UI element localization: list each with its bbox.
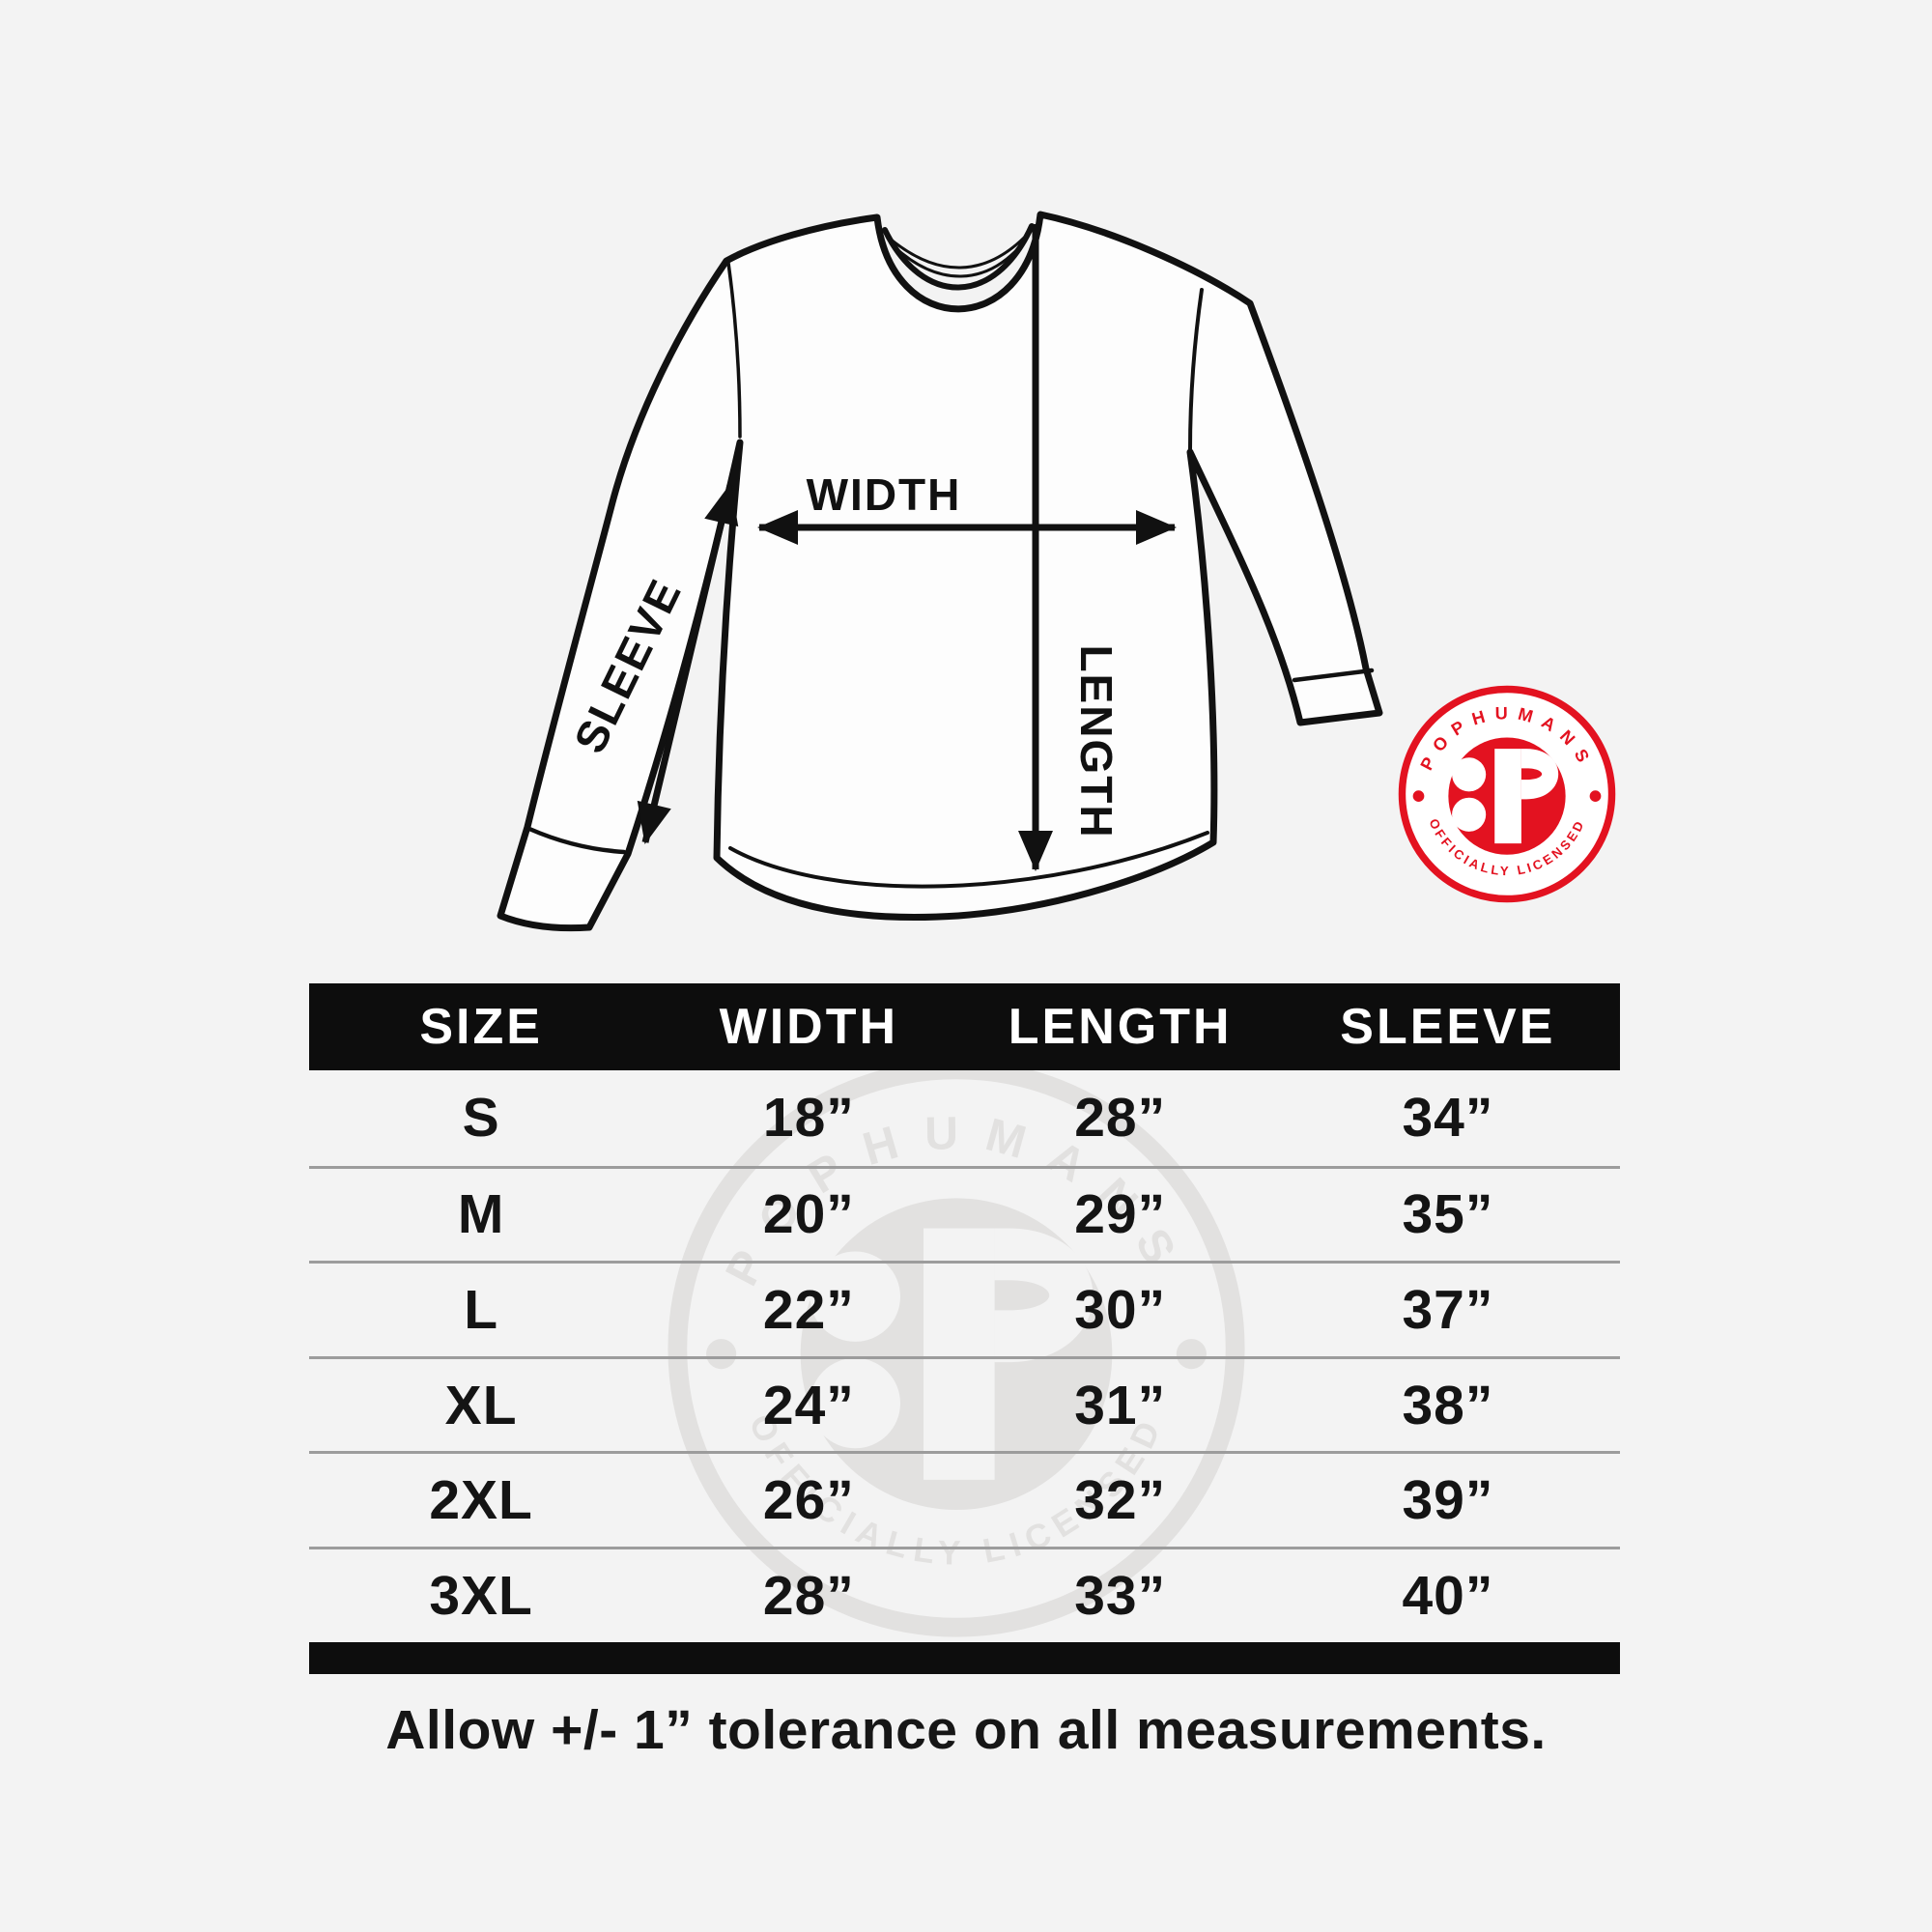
length-cell: 31” [1074, 1374, 1167, 1436]
table-row: XL 24” 31” 38” [309, 1355, 1620, 1452]
hem-seam [728, 831, 1209, 889]
length-cell: 29” [1074, 1183, 1167, 1246]
officially-licensed-badge [1402, 689, 1612, 899]
left-cuff-seam [526, 826, 627, 855]
width-dimension-label: WIDTH [807, 469, 962, 520]
column-header-length: LENGTH [1008, 999, 1233, 1055]
size-cell: 3XL [429, 1564, 533, 1627]
table-row: S 18” 28” 34” [309, 1070, 1620, 1166]
length-cell: 32” [1074, 1469, 1167, 1532]
sleeve-cell: 38” [1402, 1374, 1494, 1436]
table-row: M 20” 29” 35” [309, 1165, 1620, 1262]
right-cuff-seam [1292, 668, 1375, 683]
collar-seam-2 [889, 238, 1028, 278]
table-row: L 22” 30” 37” [309, 1261, 1620, 1356]
sleeve-cell: 40” [1402, 1564, 1494, 1627]
size-cell: S [462, 1087, 500, 1150]
right-side-seam [1188, 288, 1204, 452]
width-cell: 26” [762, 1469, 855, 1532]
width-cell: 24” [762, 1374, 855, 1436]
width-cell: 20” [762, 1183, 855, 1246]
width-cell: 18” [762, 1087, 855, 1150]
size-cell: XL [444, 1374, 518, 1436]
tolerance-note: Allow +/- 1” tolerance on all measuremen… [385, 1699, 1547, 1761]
column-header-width: WIDTH [719, 999, 899, 1055]
left-shoulder-seam [726, 261, 742, 439]
sleeve-cell: 34” [1402, 1087, 1494, 1150]
size-table-header: SIZE WIDTH LENGTH SLEEVE [309, 983, 1620, 1070]
size-cell: 2XL [429, 1469, 533, 1532]
sleeve-cell: 37” [1402, 1278, 1494, 1341]
length-cell: 30” [1074, 1278, 1167, 1341]
collar-inner-line [882, 223, 1035, 291]
column-header-size: SIZE [419, 999, 543, 1055]
length-cell: 33” [1074, 1564, 1167, 1627]
size-table: SIZE WIDTH LENGTH SLEEVE S 18” 28” 34” M… [309, 983, 1620, 1674]
size-table-bottom-bar [309, 1641, 1620, 1674]
size-cell: M [457, 1183, 505, 1246]
column-header-sleeve: SLEEVE [1340, 999, 1556, 1055]
table-row: 2XL 26” 32” 39” [309, 1451, 1620, 1547]
collar-seam-1 [887, 232, 1030, 270]
length-cell: 28” [1074, 1087, 1167, 1150]
length-dimension-label: LENGTH [1071, 644, 1122, 838]
shirt-outline [497, 211, 1383, 932]
width-cell: 22” [762, 1278, 855, 1341]
sleeve-cell: 39” [1402, 1469, 1494, 1532]
table-row: 3XL 28” 33” 40” [309, 1546, 1620, 1642]
sleeve-arrow [637, 483, 739, 844]
width-cell: 28” [762, 1564, 855, 1627]
size-cell: L [464, 1278, 499, 1341]
sleeve-cell: 35” [1402, 1183, 1494, 1246]
